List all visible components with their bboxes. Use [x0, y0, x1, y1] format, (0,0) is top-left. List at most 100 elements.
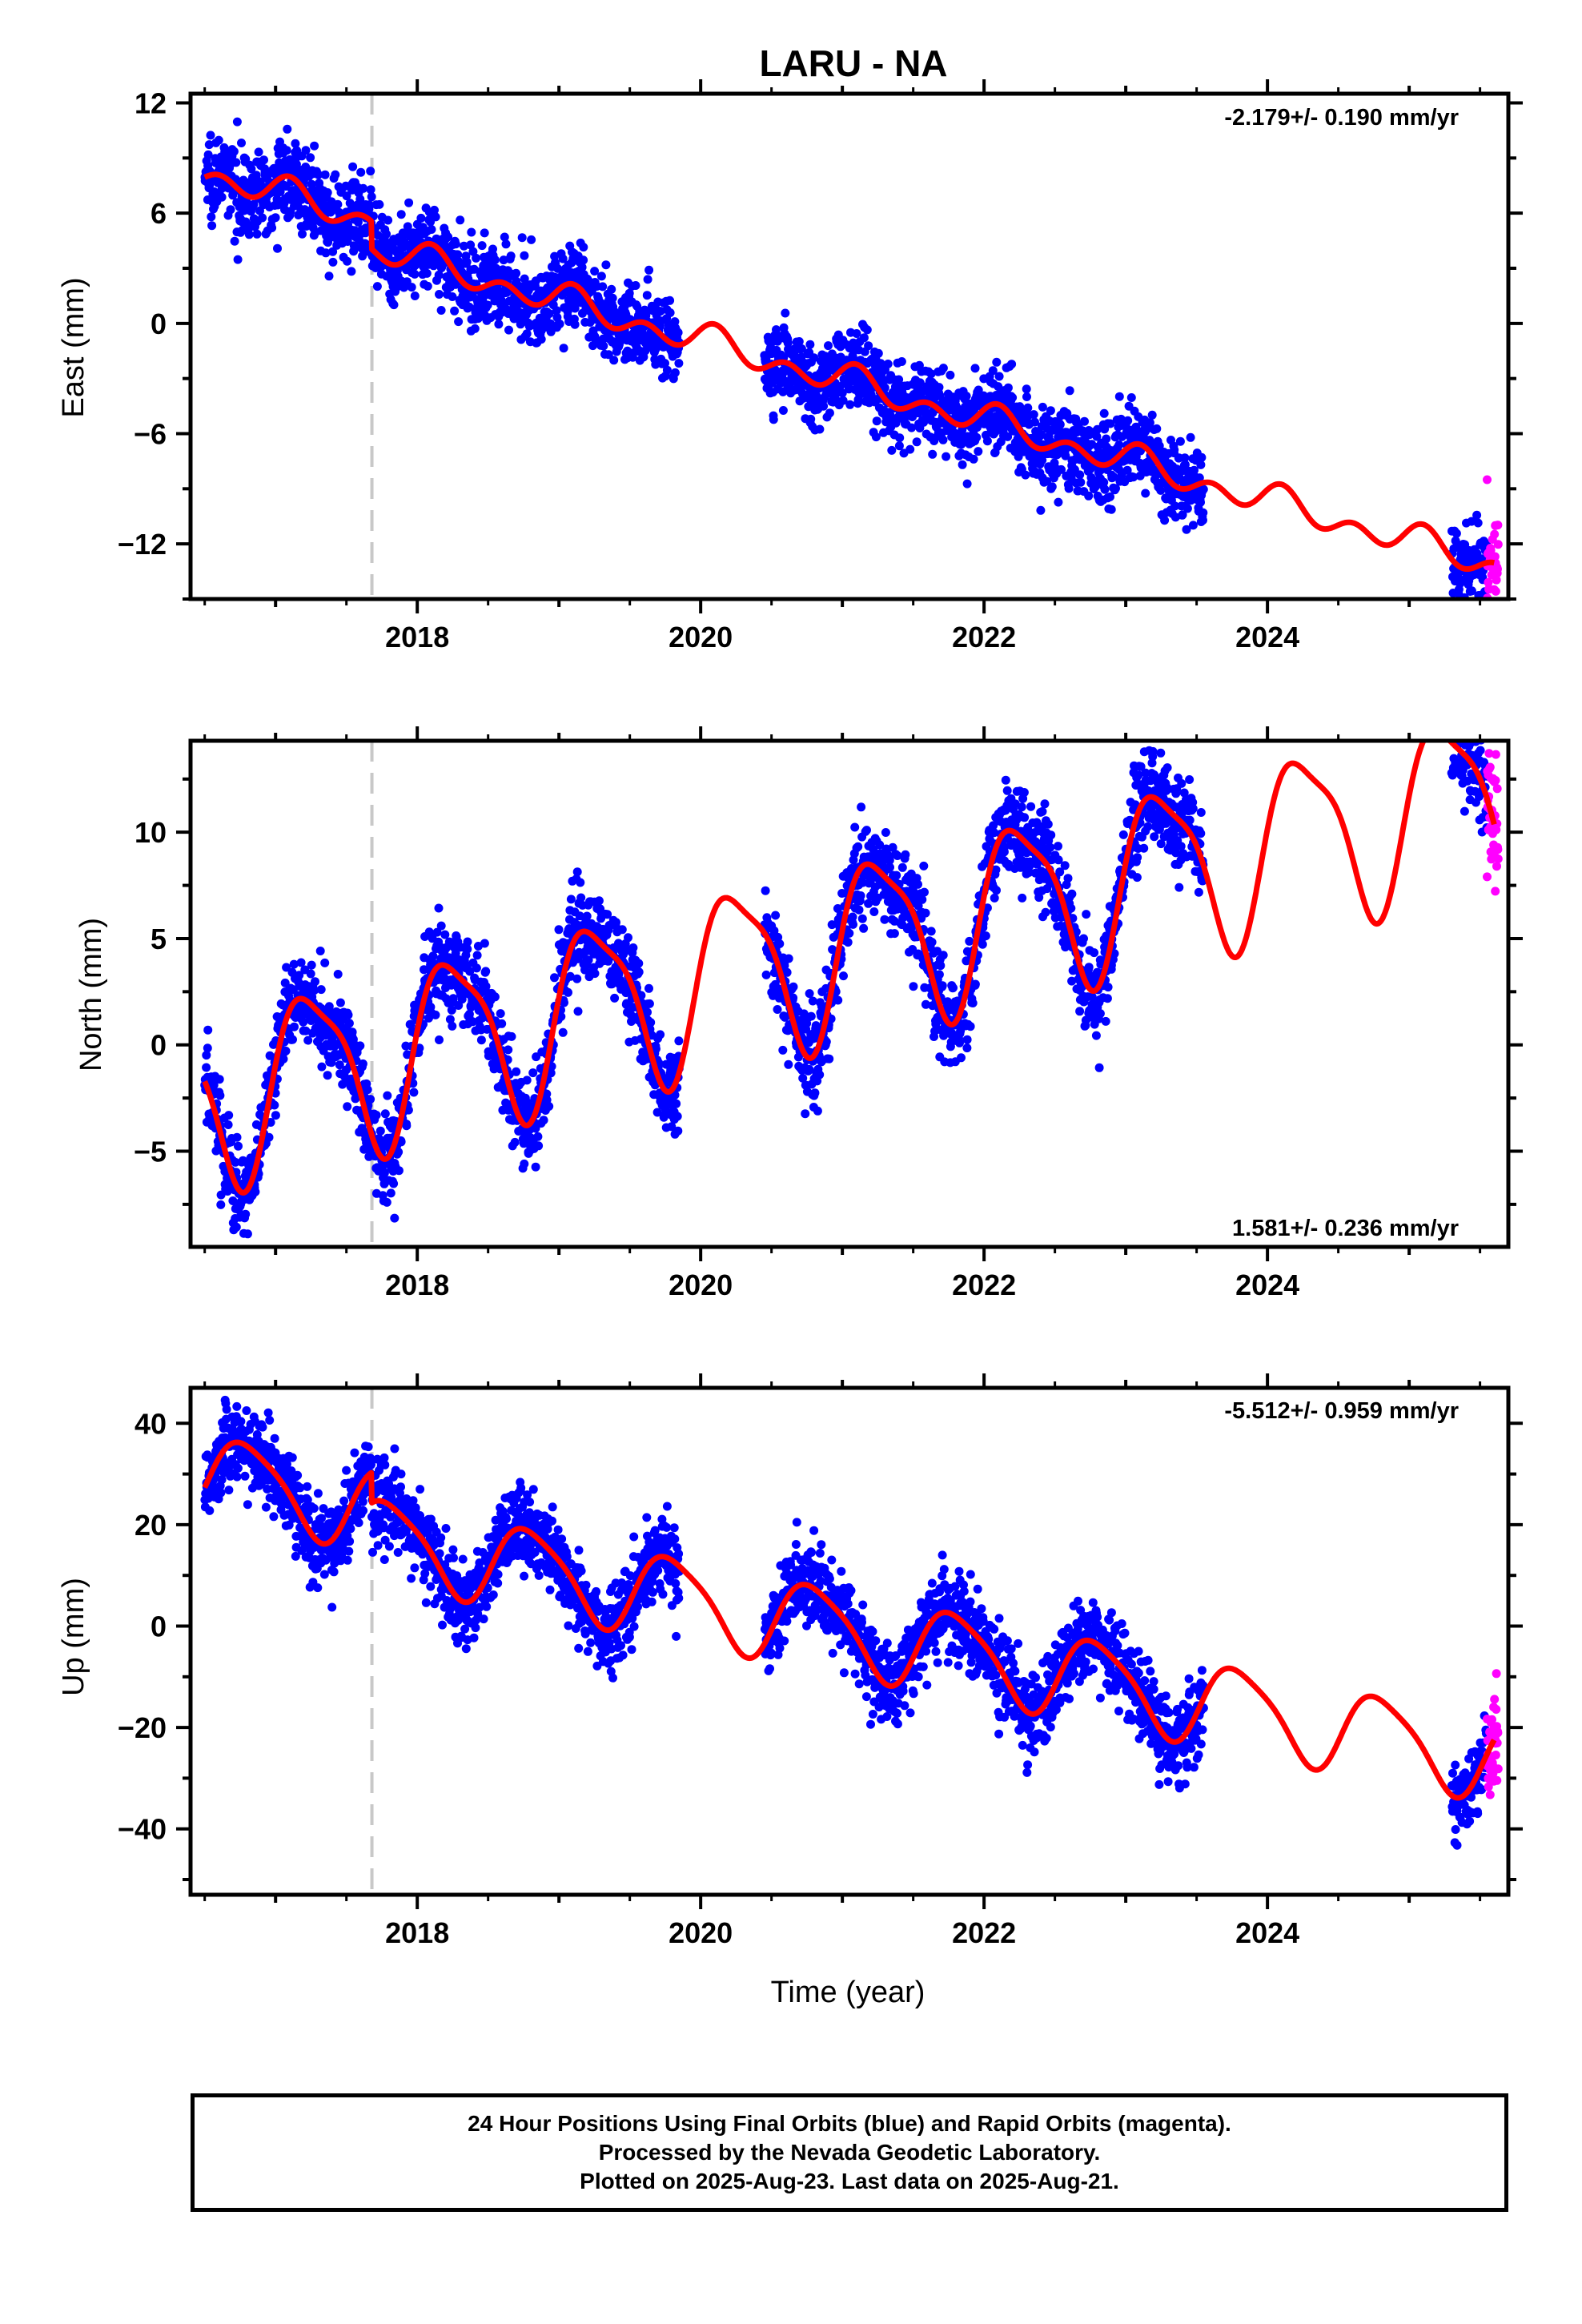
north-final-point — [901, 850, 910, 859]
north-final-point — [827, 920, 837, 930]
east-final-point — [819, 401, 829, 411]
east-final-point — [805, 340, 815, 349]
east-final-point — [1170, 501, 1180, 511]
north-final-point — [626, 1010, 636, 1019]
north-final-point — [909, 982, 918, 991]
north-final-point — [962, 1043, 972, 1053]
north-final-point — [451, 949, 460, 958]
north-final-point — [990, 828, 999, 838]
east-final-point — [1126, 393, 1136, 402]
east-final-point — [226, 205, 235, 215]
east-final-point — [527, 235, 536, 244]
north-final-point — [389, 1179, 399, 1188]
north-final-point — [789, 982, 798, 991]
east-final-point — [1170, 445, 1179, 455]
east-final-point — [456, 215, 465, 225]
east-final-point — [244, 230, 254, 239]
east-final-point — [905, 444, 915, 454]
east-final-point — [1473, 518, 1483, 528]
north-final-point — [784, 954, 793, 963]
east-final-point — [232, 117, 242, 127]
east-final-point — [356, 167, 366, 177]
north-final-point — [472, 951, 482, 960]
north-final-point — [310, 986, 319, 995]
east-final-point — [1175, 436, 1185, 446]
east-final-point — [651, 360, 661, 369]
north-final-point — [558, 1027, 568, 1037]
east-final-point — [254, 147, 263, 157]
north-final-point — [355, 1041, 365, 1051]
east-final-point — [1196, 497, 1205, 507]
east-final-point — [435, 290, 444, 299]
north-final-point — [320, 958, 330, 967]
north-final-point — [627, 1017, 636, 1026]
east-final-point — [450, 306, 460, 316]
east-final-point — [1042, 476, 1052, 486]
north-final-point — [270, 1100, 279, 1110]
east-final-point — [946, 370, 955, 380]
east-final-point — [992, 357, 1002, 367]
north-final-point — [934, 970, 944, 979]
east-final-point — [259, 155, 268, 165]
east-final-point — [994, 372, 1004, 381]
east-final-point — [598, 282, 608, 292]
east-y-tick-label: −6 — [134, 417, 167, 450]
east-final-point — [504, 325, 513, 335]
north-final-point — [833, 904, 842, 913]
north-final-point — [216, 1200, 226, 1209]
north-final-point — [440, 930, 450, 939]
east-final-point — [217, 192, 227, 202]
north-final-point — [828, 945, 837, 955]
north-final-point — [448, 1021, 457, 1031]
north-final-point — [636, 991, 646, 1000]
east-final-point — [555, 320, 564, 328]
north-final-point — [203, 1025, 213, 1035]
east-final-point — [207, 212, 216, 222]
east-final-point — [928, 449, 938, 459]
east-final-point — [938, 364, 948, 373]
east-final-point — [607, 284, 616, 294]
east-final-point — [231, 158, 241, 167]
north-final-point — [957, 1053, 966, 1063]
east-final-point — [1472, 510, 1482, 520]
east-y-axis-label: East (mm) — [57, 277, 90, 417]
east-final-point — [873, 348, 883, 358]
east-final-point — [506, 251, 516, 261]
north-final-point — [280, 978, 290, 987]
east-final-point — [1199, 516, 1207, 525]
east-y-tick-label: 6 — [151, 197, 167, 230]
north-final-point — [371, 1111, 381, 1120]
north-final-point — [289, 959, 299, 969]
north-final-point — [862, 826, 871, 835]
east-rapid-point — [1484, 577, 1493, 587]
east-final-point — [469, 264, 479, 274]
east-final-point — [570, 320, 580, 329]
north-final-point — [375, 1126, 385, 1136]
east-final-point — [501, 239, 511, 249]
north-final-point — [949, 983, 958, 992]
east-final-point — [872, 416, 881, 426]
east-final-point — [328, 257, 338, 267]
north-final-point — [409, 1088, 419, 1097]
east-final-point — [520, 274, 529, 283]
east-final-point — [628, 352, 637, 362]
east-final-point — [355, 195, 365, 204]
north-final-point — [590, 969, 600, 979]
east-final-point — [642, 291, 652, 300]
east-final-point — [1008, 393, 1018, 402]
east-final-point — [852, 329, 861, 338]
east-final-point — [644, 265, 654, 275]
north-final-point — [805, 989, 814, 999]
east-final-point — [772, 325, 781, 335]
north-final-point — [892, 870, 901, 880]
north-final-point — [926, 927, 936, 936]
north-final-point — [504, 1045, 513, 1055]
north-final-point — [798, 1073, 808, 1083]
north-final-point — [296, 958, 306, 967]
north-final-point — [406, 1019, 416, 1029]
east-final-point — [258, 213, 267, 223]
north-final-point — [566, 895, 576, 904]
north-final-point — [307, 960, 316, 970]
east-final-point — [781, 308, 790, 318]
